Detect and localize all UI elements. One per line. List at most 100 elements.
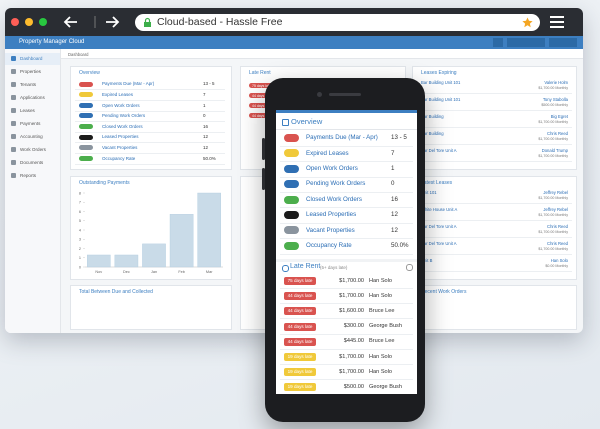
sidebar-item[interactable]: Leases	[20, 107, 35, 113]
overview-value: 12	[203, 144, 209, 150]
sidebar-item[interactable]: Work Orders	[20, 146, 46, 152]
row-divider	[280, 176, 413, 178]
row-divider	[75, 121, 225, 123]
x-tick-label: Nov	[95, 270, 102, 274]
lease-tenant: Jeffrey Rebel	[543, 190, 568, 195]
row-divider	[417, 93, 572, 94]
y-tick-label: 8	[79, 191, 81, 195]
header-button[interactable]	[493, 38, 503, 47]
lease-unit: Unit B	[421, 258, 433, 263]
row-divider	[280, 318, 413, 320]
lease-tenant: Big Egret	[550, 114, 568, 119]
phone: Overview Payments Due (Mar - Apr) 13 - 5 Ex…	[262, 78, 425, 422]
overview-label[interactable]: Vacant Properties	[306, 226, 355, 234]
overview-label[interactable]: Leased Properties	[306, 211, 357, 219]
row-divider	[280, 191, 413, 193]
sidebar-item[interactable]: Payments	[20, 120, 41, 126]
late-amount: $1,700.00	[339, 292, 364, 299]
sidebar-item[interactable]: Tenants	[20, 81, 37, 87]
late-amount: $445.00	[343, 338, 364, 345]
row-divider	[417, 127, 572, 128]
overview-label[interactable]: Payments Due (Mar - Apr)	[102, 81, 155, 87]
overview-label[interactable]: Occupancy Rate	[306, 242, 352, 250]
late-amount: $300.00	[343, 323, 364, 330]
overview-label[interactable]: Closed Work Orders	[306, 195, 362, 203]
header-divider	[276, 129, 417, 130]
status-pill	[284, 241, 299, 250]
header-button[interactable]	[549, 38, 577, 47]
sidebar-icon	[11, 69, 16, 74]
status-pill	[79, 123, 93, 129]
x-tick-label: Feb	[178, 270, 185, 274]
overview-label[interactable]: Closed Work Orders	[102, 123, 143, 129]
bar	[142, 243, 166, 268]
row-divider	[280, 379, 413, 381]
sidebar-item[interactable]: Reports	[20, 172, 37, 178]
sidebar-item[interactable]: Applications	[20, 94, 45, 100]
overview-label[interactable]: Open Work Orders	[102, 102, 140, 108]
bar	[87, 254, 111, 268]
overview-label[interactable]: Expired Leases	[102, 91, 134, 97]
late-badge: 75 days late	[249, 83, 274, 88]
bar	[197, 192, 221, 268]
overview-label[interactable]: Payments Due (Mar - Apr)	[306, 134, 378, 142]
late-badge: 19 days late	[284, 383, 316, 392]
status-pill	[284, 164, 299, 173]
status-pill	[284, 211, 299, 219]
overview-label[interactable]: Vacant Properties	[102, 144, 138, 150]
row-divider	[75, 89, 225, 91]
lease-unit: Bar Del Tore Unit A	[421, 148, 457, 153]
sidebar-item[interactable]: Documents	[20, 159, 44, 165]
y-tick-label: 0	[79, 265, 81, 269]
sidebar-item[interactable]: Accounting	[20, 133, 43, 139]
row-divider	[417, 161, 572, 162]
overview-value: 50.0%	[203, 155, 216, 161]
overview-label[interactable]: Occupancy Rate	[102, 155, 136, 161]
panel-title: Overview	[79, 70, 100, 76]
minimize-dot[interactable]	[25, 18, 33, 26]
lease-unit: White House Unit A	[421, 207, 458, 212]
lease-rent: $1,700.00 Monthly	[538, 213, 568, 217]
menu-icon[interactable]	[550, 16, 564, 28]
app-header: Property Manager Cloud	[5, 36, 583, 49]
nav-arrows[interactable]	[63, 14, 133, 30]
header-button[interactable]	[507, 38, 545, 47]
late-badge: 19 days late	[284, 353, 316, 361]
bar	[114, 254, 139, 268]
overview-value: 7	[391, 149, 395, 157]
overview-icon	[282, 119, 289, 126]
address-bar[interactable]: Cloud-based - Hassle Free	[135, 14, 540, 31]
overview-label[interactable]: Pending Work Orders	[102, 113, 146, 119]
sidebar-item[interactable]: Dashboard	[20, 55, 43, 61]
row-divider	[280, 333, 413, 335]
panel-title: Outstanding Payments	[79, 180, 130, 186]
zoom-dot[interactable]	[39, 18, 47, 26]
row-divider	[280, 348, 413, 350]
row-divider	[75, 99, 225, 101]
row-divider	[280, 222, 413, 224]
overview-label[interactable]: Open Work Orders	[306, 165, 358, 173]
late-amount: $500.00	[343, 383, 364, 390]
x-tick-label: Mar	[206, 270, 213, 274]
overview-value: 13 - 5	[391, 134, 407, 142]
star-icon[interactable]	[522, 17, 533, 28]
late-tenant: George Bush	[369, 323, 402, 330]
late-amount: $1,700.00	[339, 353, 364, 360]
app-title[interactable]: Property Manager Cloud	[19, 39, 85, 45]
lease-rent: $500.00 Monthly	[541, 103, 568, 107]
latest-leases-panel: Latest Leases Unit 101 Jeffrey Rebel $1,700…	[412, 176, 577, 280]
panel-title: Recent Work Orders	[421, 289, 467, 295]
overview-label[interactable]: Pending Work Orders	[306, 180, 366, 188]
bar	[169, 214, 194, 268]
lease-rent: $0.00 Monthly	[545, 264, 568, 268]
overview-label[interactable]: Expired Leases	[306, 149, 349, 157]
overview-label[interactable]: Leased Properties	[102, 134, 139, 140]
x-tick-label: Jan	[151, 270, 157, 274]
sidebar-icon	[11, 82, 16, 87]
sidebar-item[interactable]: Properties	[20, 68, 41, 74]
lease-tenant: Chris Reed	[547, 131, 568, 136]
close-dot[interactable]	[11, 18, 19, 26]
breadcrumb: Dashboard	[68, 52, 89, 57]
lease-unit: Bar Building Unit 101	[421, 80, 461, 85]
row-divider	[280, 253, 413, 255]
